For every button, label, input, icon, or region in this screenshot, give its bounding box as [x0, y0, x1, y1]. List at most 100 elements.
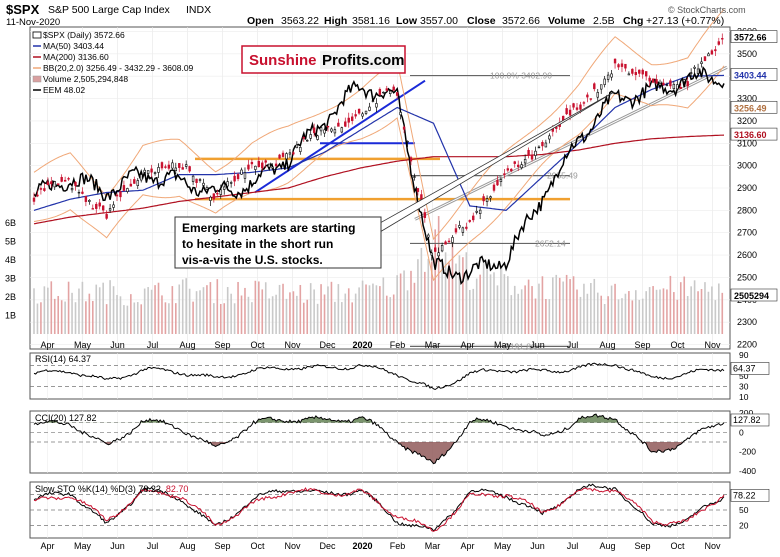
volume-bar — [437, 216, 440, 334]
candle-body — [233, 175, 236, 182]
candle-body — [32, 197, 36, 202]
candle-body — [721, 38, 724, 40]
candle-body — [613, 58, 617, 64]
callout-line-3: vis-a-vis the U.S. stocks. — [182, 253, 323, 267]
candle-body — [665, 84, 669, 86]
rsi-badge: 64.37 — [733, 363, 756, 373]
volume-bar — [652, 286, 654, 334]
volume-bar — [434, 229, 437, 334]
volume-bar — [468, 289, 471, 334]
badge-last-price: 3572.66 — [734, 33, 767, 43]
volume-bar — [91, 300, 94, 334]
sto-badge-box — [730, 489, 770, 502]
candle-body — [644, 71, 648, 77]
volume-bar — [510, 295, 513, 334]
candle-body — [271, 166, 274, 169]
candle-body — [600, 84, 603, 90]
volume-bar — [693, 280, 696, 334]
volume-bar — [53, 298, 56, 334]
ma200-line — [33, 134, 725, 225]
candle-layer — [32, 33, 724, 261]
candle-body — [686, 81, 689, 87]
candle-body — [95, 203, 98, 209]
candle-body — [617, 64, 620, 68]
candle-body — [57, 183, 60, 186]
volume-bar — [202, 287, 205, 334]
candle-body — [568, 109, 572, 116]
candle-body — [437, 252, 440, 257]
volume-bar — [686, 296, 689, 334]
candle-body — [434, 247, 437, 252]
high-value: 3581.16 — [352, 15, 390, 27]
volume-bar — [441, 258, 443, 334]
volume-bar — [527, 279, 530, 334]
candle-body — [112, 204, 115, 208]
cci-tick: 0 — [739, 427, 744, 437]
volume-bar — [496, 285, 499, 334]
candle-body — [375, 103, 378, 108]
volume-bar — [64, 301, 66, 334]
month-label-bottom: Jun — [530, 541, 545, 551]
volume-bar — [451, 239, 454, 334]
candle-body — [382, 91, 385, 94]
month-label-main: Sep — [214, 340, 230, 350]
price-tick-label: 2200 — [737, 340, 757, 350]
volume-bar — [150, 289, 153, 334]
candle-body — [472, 215, 475, 221]
candle-body — [389, 90, 392, 94]
candle-body — [133, 179, 136, 184]
volume-bar — [168, 303, 170, 334]
candle-body — [101, 205, 105, 211]
candle-body — [520, 164, 523, 169]
candle-body — [136, 180, 139, 186]
volume-bar — [462, 257, 464, 334]
low-label: Low — [396, 15, 418, 27]
volume-bar — [320, 284, 322, 334]
volume-bar — [147, 287, 149, 334]
month-label-bottom: Nov — [704, 541, 721, 551]
candle-body — [430, 252, 433, 256]
candle-body — [669, 80, 672, 87]
candle-body — [523, 158, 527, 164]
volume-bar — [659, 289, 661, 334]
candle-body — [506, 168, 510, 171]
month-label-bottom: Mar — [425, 541, 441, 551]
volume-bar — [233, 303, 236, 334]
volume-bar — [268, 298, 270, 334]
volume-bar — [697, 291, 699, 334]
month-label-bottom: Jun — [110, 541, 125, 551]
instrument-name: S&P 500 Large Cap Index — [48, 4, 171, 16]
volume-bar — [313, 289, 315, 334]
candle-body — [354, 114, 357, 117]
candle-body — [399, 112, 402, 116]
volume-bar — [119, 296, 122, 334]
volume-bar — [472, 288, 475, 334]
candle-body — [316, 135, 319, 140]
volume-bar — [67, 281, 70, 334]
symbol: $SPX — [6, 2, 40, 17]
candle-body — [582, 102, 586, 104]
candle-body — [257, 160, 261, 167]
volume-bar — [676, 299, 679, 334]
candle-body — [67, 178, 70, 180]
candle-body — [143, 169, 146, 173]
candle-body — [319, 127, 323, 132]
candle-body — [610, 73, 613, 78]
candle-body — [638, 69, 641, 74]
badge-ma200: 3136.60 — [734, 130, 767, 140]
cci-tick: 200 — [739, 408, 753, 418]
volume-bar — [309, 283, 312, 334]
month-label-main: Nov — [284, 340, 301, 350]
volume-bar — [524, 285, 526, 334]
candle-body — [212, 193, 216, 200]
candle-body — [309, 134, 312, 139]
rsi-panel-frame — [29, 352, 731, 400]
volume-bar — [372, 283, 374, 334]
volume-bar — [590, 282, 592, 334]
volume-bar — [251, 302, 253, 334]
volume-bar — [551, 277, 554, 334]
candle-body — [205, 187, 209, 190]
candle-body — [129, 183, 133, 187]
candle-body — [247, 164, 250, 170]
